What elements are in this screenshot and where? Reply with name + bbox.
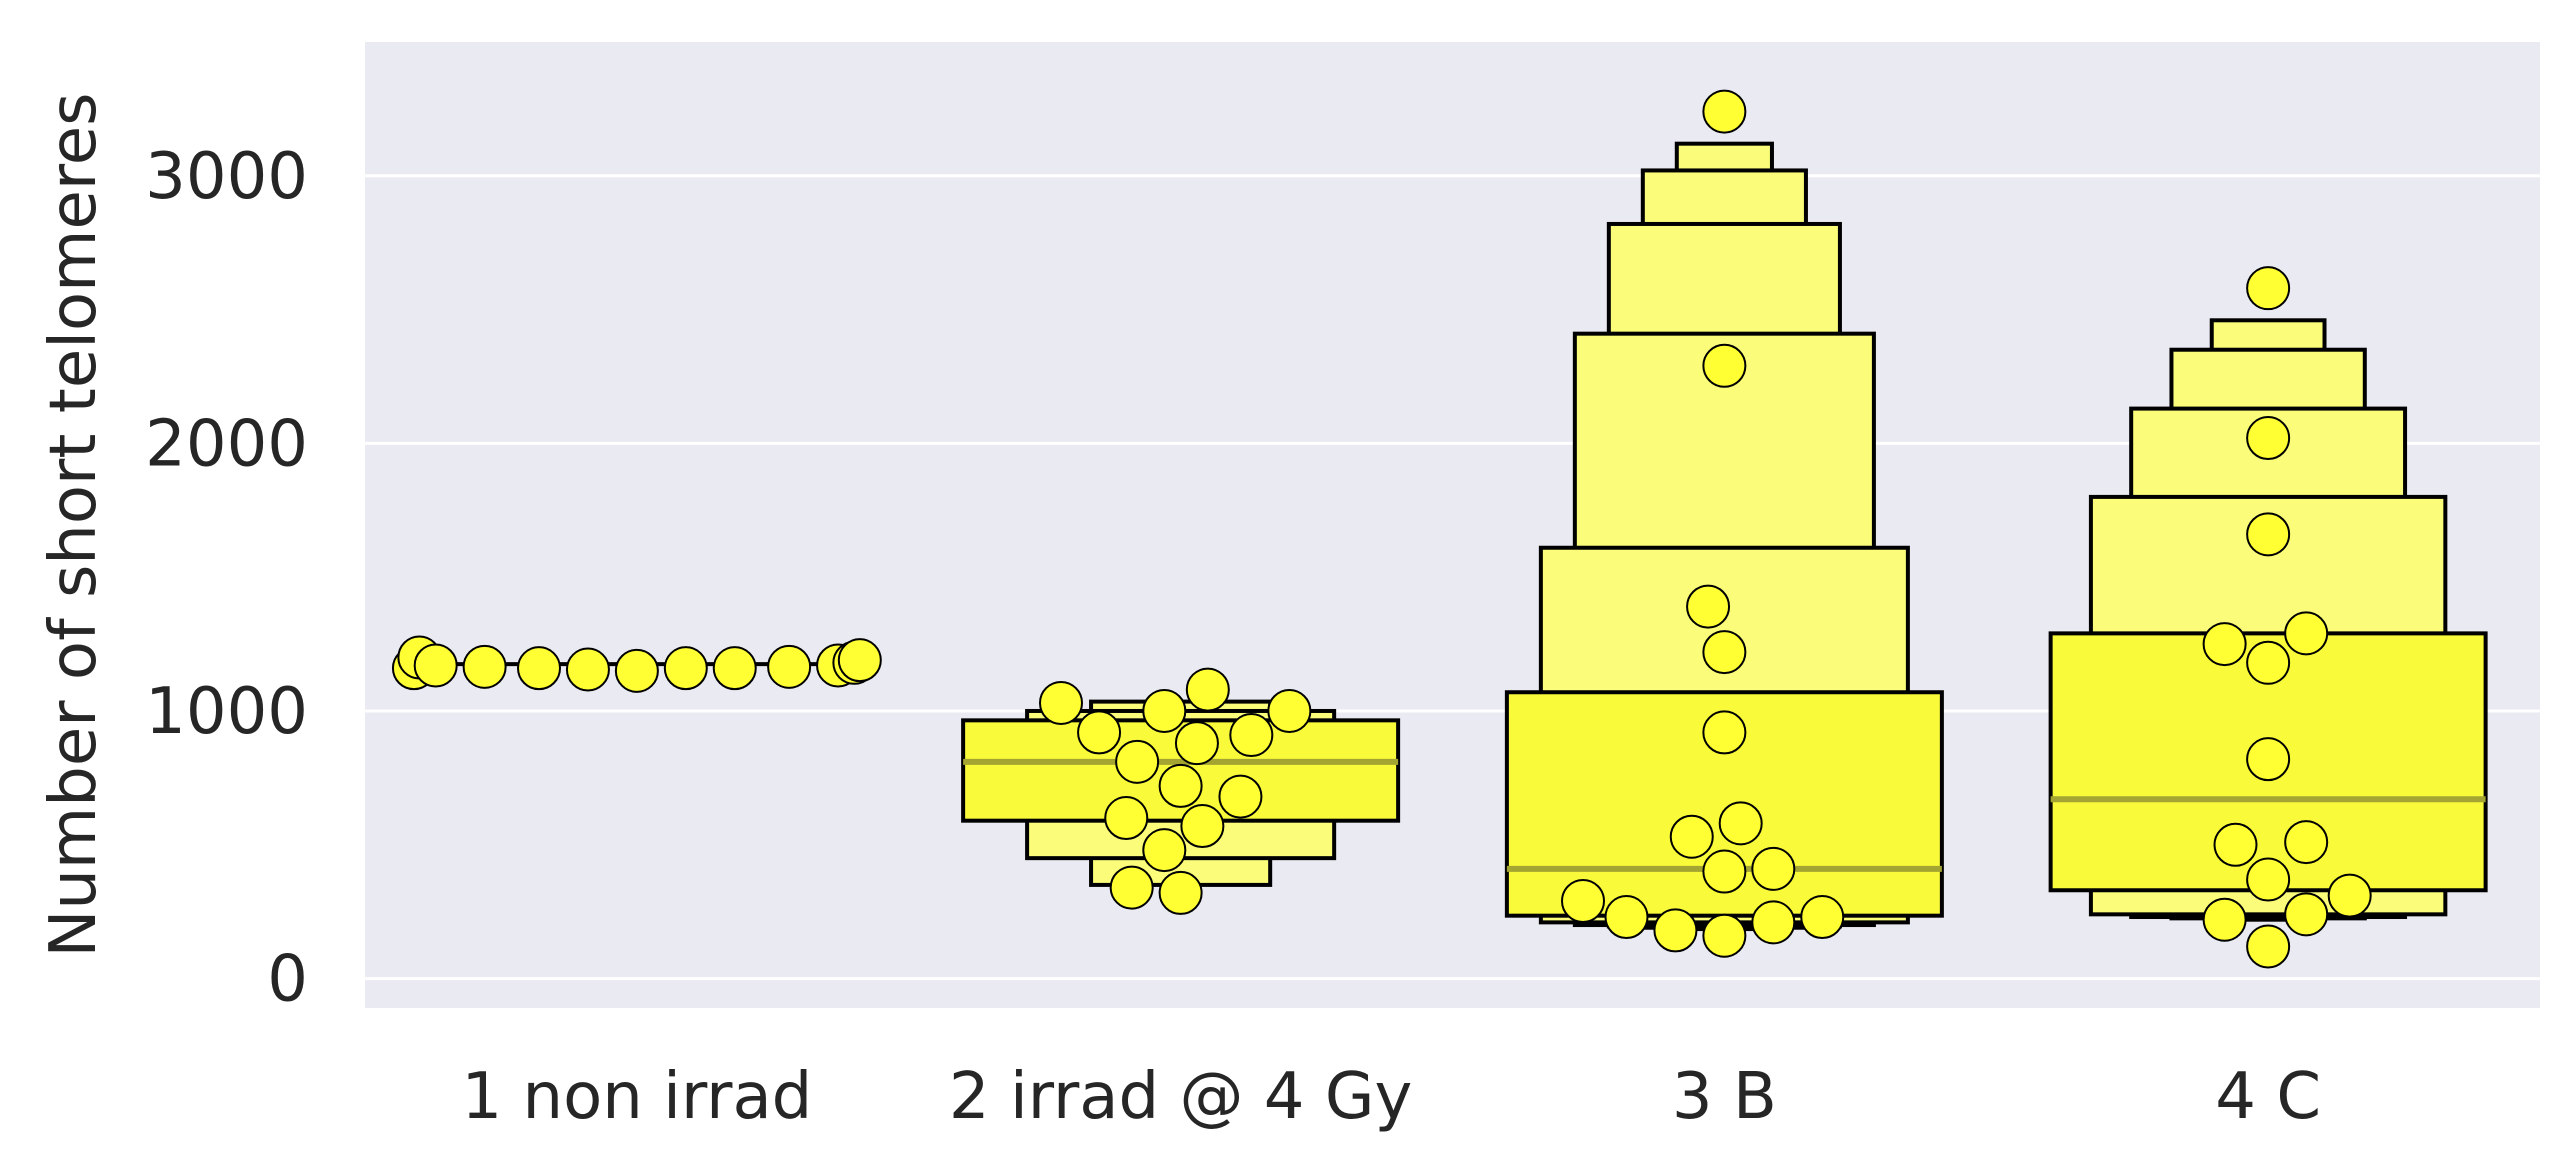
swarm-point: [1142, 828, 1187, 873]
y-tick-label: 1000: [145, 675, 308, 749]
swarm-point: [1702, 343, 1747, 388]
swarm-point: [565, 647, 610, 692]
swarm-point: [614, 648, 659, 693]
x-tick-label: 4 C: [2215, 1060, 2321, 1134]
swarm-point: [1702, 849, 1747, 894]
swarm-point: [2202, 622, 2247, 667]
swarm-point: [663, 646, 708, 691]
swarm-point: [2213, 822, 2258, 867]
swarm-point: [1702, 630, 1747, 675]
swarm-point: [1158, 870, 1203, 915]
x-tick-label: 1 non irrad: [461, 1060, 812, 1134]
swarm-point: [2246, 640, 2291, 685]
swarm-point: [1561, 878, 1605, 923]
y-tick-label: 2000: [145, 407, 308, 481]
swarm-point: [2246, 416, 2291, 461]
swarm-point: [1702, 913, 1747, 958]
x-tick-labels: 1 non irrad 2 irrad @ 4 Gy 3 B 4 C: [461, 1060, 2321, 1134]
y-tick-label: 3000: [145, 140, 308, 214]
swarm-point: [2246, 266, 2291, 311]
swarm-point: [1174, 721, 1219, 766]
swarm-point: [1800, 895, 1845, 940]
swarm-point: [1158, 763, 1203, 808]
swarm-point: [2246, 512, 2291, 557]
swarm-point: [2284, 892, 2329, 937]
swarm-point: [2327, 873, 2372, 918]
swarm-point: [1604, 895, 1649, 940]
swarm-point: [2246, 924, 2291, 969]
swarm-point: [712, 646, 757, 691]
x-tick-label: 2 irrad @ 4 Gy: [949, 1060, 1412, 1134]
swarm-point: [1142, 688, 1187, 733]
swarm-point: [1702, 89, 1747, 134]
swarm-point: [2246, 737, 2291, 782]
swarm-point: [1229, 713, 1274, 758]
swarm-point: [1669, 814, 1714, 859]
y-axis-label: Number of short telomeres: [37, 92, 111, 957]
swarm-point: [1751, 846, 1796, 891]
y-tick-label: 0: [267, 943, 308, 1017]
swarm-point: [1115, 739, 1160, 784]
swarm-point: [1267, 688, 1312, 733]
y-tick-labels: 0 1000 2000 3000: [145, 140, 308, 1017]
swarm-point: [2202, 897, 2247, 942]
swarm-point: [1104, 796, 1149, 841]
swarm-point: [1077, 710, 1122, 755]
swarm-points: [391, 89, 2372, 969]
swarm-point: [1686, 584, 1731, 629]
swarm-point: [1039, 680, 1083, 725]
swarm-point: [462, 644, 507, 689]
swarm-point: [837, 638, 882, 683]
swarm-point: [1218, 774, 1263, 819]
swarm-point: [2284, 611, 2329, 656]
swarm-point: [767, 644, 812, 689]
swarm-point: [1751, 900, 1796, 945]
swarm-point: [1180, 804, 1225, 849]
swarm-point: [413, 643, 458, 688]
swarm-point: [1185, 667, 1230, 712]
swarm-point: [1718, 801, 1763, 846]
x-tick-label: 3 B: [1672, 1060, 1777, 1134]
swarm-point: [1109, 865, 1154, 910]
swarm-point: [2246, 857, 2291, 902]
swarm-point: [1653, 908, 1698, 953]
swarm-point: [2284, 820, 2329, 865]
swarm-point: [1702, 710, 1747, 755]
swarm-point: [517, 646, 561, 691]
